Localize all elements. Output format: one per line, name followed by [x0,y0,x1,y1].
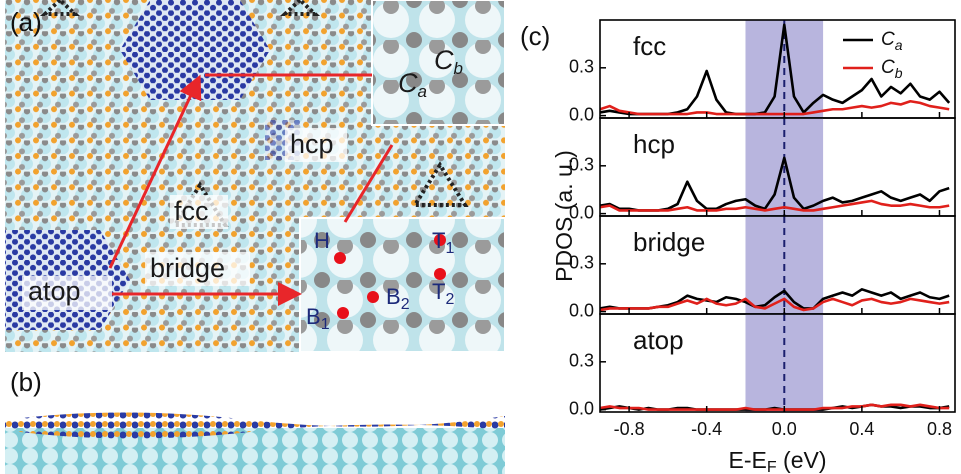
site-dot [334,252,346,264]
x-axis-label-tail: (eV) [777,447,827,473]
panel-a: (a) hcp fcc bridge atop Ca Cb H T1 T2 B1… [5,0,505,352]
site-name-sub: 2 [445,291,454,308]
atom-label-sub: a [418,82,427,101]
legend-sub: b [895,65,903,81]
site-name-main: T [432,228,445,253]
y-axis-label: PDOS (a. u.) [551,150,577,282]
legend-text: C [881,57,895,78]
x-tick-label: 0.4 [849,419,874,439]
x-axis-label-sub: F [767,459,777,474]
subplot-label: fcc [633,31,666,61]
legend-text: C [881,29,895,50]
site-label: fcc [174,196,209,226]
site-label: hcp [290,129,334,159]
site-label: atop [28,276,81,306]
panel-label: (a) [10,7,42,37]
subplot-label: bridge [633,227,705,257]
subplot-label: atop [633,325,684,355]
panel-b: (b) [5,367,505,474]
y-tick-label: 0.3 [569,57,594,77]
site-name-main: H [314,228,330,253]
y-tick-label: 0.0 [569,300,594,320]
site-name-sub: 2 [401,296,410,313]
subplot-label: hcp [633,129,675,159]
atom-label-main: C [398,68,418,98]
site-name-main: T [432,279,445,304]
figure: (a) hcp fcc bridge atop Ca Cb H T1 T2 B1… [0,0,961,474]
site-dot [367,291,379,303]
y-tick-label: 0.0 [569,104,594,124]
site-dot [337,307,349,319]
panel-label: (b) [10,367,42,397]
panel-label: (c) [520,21,550,51]
x-tick-label: 0.0 [772,419,797,439]
site-name-sub: 1 [445,240,454,257]
x-tick-label: 0.8 [927,419,952,439]
site-name: H [314,228,330,253]
legend-entry: Cb [881,57,903,81]
y-tick-label: 0.3 [569,351,594,371]
atom-label-main: C [434,45,454,75]
x-tick-label: -0.4 [691,419,722,439]
atom-label-sub: b [454,59,463,78]
x-axis-label: E-EF (eV) [729,447,827,474]
x-tick-label: -0.8 [614,419,645,439]
legend-sub: a [895,37,903,53]
x-axis-label-main: E-E [729,447,767,473]
site-name-main: B [306,304,321,329]
site-name-main: B [386,284,401,309]
site-name-sub: 1 [321,316,330,333]
y-tick-label: 0.0 [569,398,594,418]
site-label: bridge [150,253,225,283]
legend-entry: Ca [881,29,903,53]
inset-bottom [300,218,505,352]
